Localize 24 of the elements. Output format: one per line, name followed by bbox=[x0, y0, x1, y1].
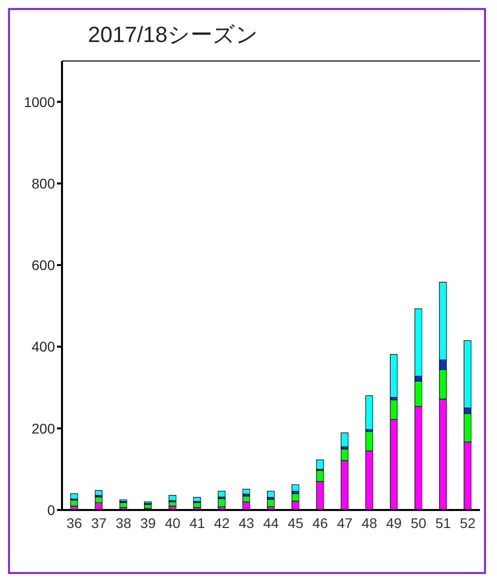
y-tick-label: 1000 bbox=[24, 94, 56, 110]
chart-title: 2017/18シーズン bbox=[87, 21, 260, 49]
x-tick-label: 49 bbox=[386, 514, 402, 531]
x-tick-label: 36 bbox=[66, 514, 82, 531]
y-tick-label: 800 bbox=[32, 175, 56, 192]
x-tick-label: 45 bbox=[288, 514, 304, 531]
x-tick-label: 43 bbox=[238, 514, 254, 531]
x-tick-label: 50 bbox=[410, 514, 427, 531]
x-tick-label: 38 bbox=[116, 514, 132, 531]
y-tick-label: 0 bbox=[47, 502, 56, 518]
x-tick-label: 39 bbox=[140, 514, 156, 531]
x-tick-label: 41 bbox=[189, 514, 206, 531]
x-tick-label: 42 bbox=[214, 514, 230, 531]
x-tick-label: 47 bbox=[336, 514, 353, 531]
x-tick-label: 46 bbox=[312, 514, 328, 531]
y-tick-label: 400 bbox=[32, 338, 56, 355]
x-tick-label: 48 bbox=[362, 514, 378, 531]
y-tick-label: 600 bbox=[32, 257, 56, 274]
x-tick-label: 40 bbox=[164, 514, 181, 531]
x-tick-label: 52 bbox=[460, 514, 476, 531]
x-tick-label: 37 bbox=[91, 514, 107, 531]
y-tick-label: 200 bbox=[32, 420, 56, 436]
x-tick-label: 44 bbox=[263, 514, 279, 531]
x-tick-label: 51 bbox=[435, 514, 452, 531]
